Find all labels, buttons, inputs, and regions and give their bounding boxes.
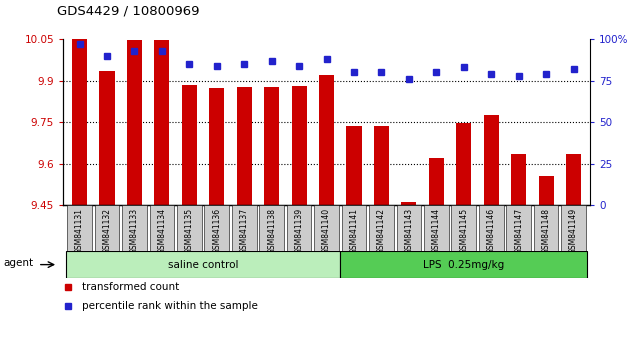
Bar <box>286 205 312 251</box>
Text: GSM841143: GSM841143 <box>404 207 413 254</box>
Bar <box>237 87 252 205</box>
Bar <box>122 205 147 251</box>
Bar <box>340 251 587 278</box>
Bar <box>506 205 531 251</box>
Text: GSM841134: GSM841134 <box>157 207 167 254</box>
Bar <box>374 126 389 205</box>
Text: transformed count: transformed count <box>81 282 179 292</box>
Bar <box>155 40 170 205</box>
Bar <box>68 205 92 251</box>
Text: GSM841142: GSM841142 <box>377 207 386 253</box>
Bar <box>150 205 174 251</box>
Text: GSM841148: GSM841148 <box>541 207 551 253</box>
Text: GSM841139: GSM841139 <box>295 207 304 254</box>
Bar <box>369 205 394 251</box>
Bar <box>451 205 476 251</box>
Bar <box>401 202 416 205</box>
Text: agent: agent <box>3 258 33 268</box>
Bar <box>346 126 362 205</box>
Bar <box>72 40 87 205</box>
Bar <box>127 40 142 205</box>
Text: GSM841135: GSM841135 <box>185 207 194 254</box>
Bar <box>561 205 586 251</box>
Text: GSM841140: GSM841140 <box>322 207 331 254</box>
Bar <box>396 205 422 251</box>
Bar <box>511 154 526 205</box>
Text: GSM841133: GSM841133 <box>130 207 139 254</box>
Text: GSM841141: GSM841141 <box>350 207 358 253</box>
Bar <box>456 123 471 205</box>
Text: GSM841147: GSM841147 <box>514 207 523 254</box>
Bar <box>314 205 339 251</box>
Bar <box>319 75 334 205</box>
Bar <box>182 85 197 205</box>
Text: saline control: saline control <box>168 259 239 270</box>
Bar <box>264 87 279 205</box>
Bar <box>566 154 581 205</box>
Text: percentile rank within the sample: percentile rank within the sample <box>81 301 257 311</box>
Text: GSM841137: GSM841137 <box>240 207 249 254</box>
Bar <box>66 251 340 278</box>
Text: GSM841146: GSM841146 <box>487 207 496 254</box>
Text: GSM841145: GSM841145 <box>459 207 468 254</box>
Text: GDS4429 / 10800969: GDS4429 / 10800969 <box>57 5 199 18</box>
Bar <box>483 115 498 205</box>
Bar <box>428 158 444 205</box>
Text: GSM841136: GSM841136 <box>212 207 221 254</box>
Text: GSM841131: GSM841131 <box>75 207 84 253</box>
Bar <box>292 86 307 205</box>
Bar <box>95 205 119 251</box>
Text: GSM841144: GSM841144 <box>432 207 441 254</box>
Bar <box>538 176 553 205</box>
Bar <box>177 205 202 251</box>
Text: GSM841149: GSM841149 <box>569 207 578 254</box>
Bar <box>209 88 225 205</box>
Bar <box>341 205 367 251</box>
Bar <box>100 71 115 205</box>
Bar <box>479 205 504 251</box>
Bar <box>204 205 229 251</box>
Text: GSM841138: GSM841138 <box>267 207 276 253</box>
Text: LPS  0.25mg/kg: LPS 0.25mg/kg <box>423 259 504 270</box>
Bar <box>259 205 284 251</box>
Bar <box>534 205 558 251</box>
Bar <box>232 205 257 251</box>
Bar <box>424 205 449 251</box>
Text: GSM841132: GSM841132 <box>102 207 112 253</box>
